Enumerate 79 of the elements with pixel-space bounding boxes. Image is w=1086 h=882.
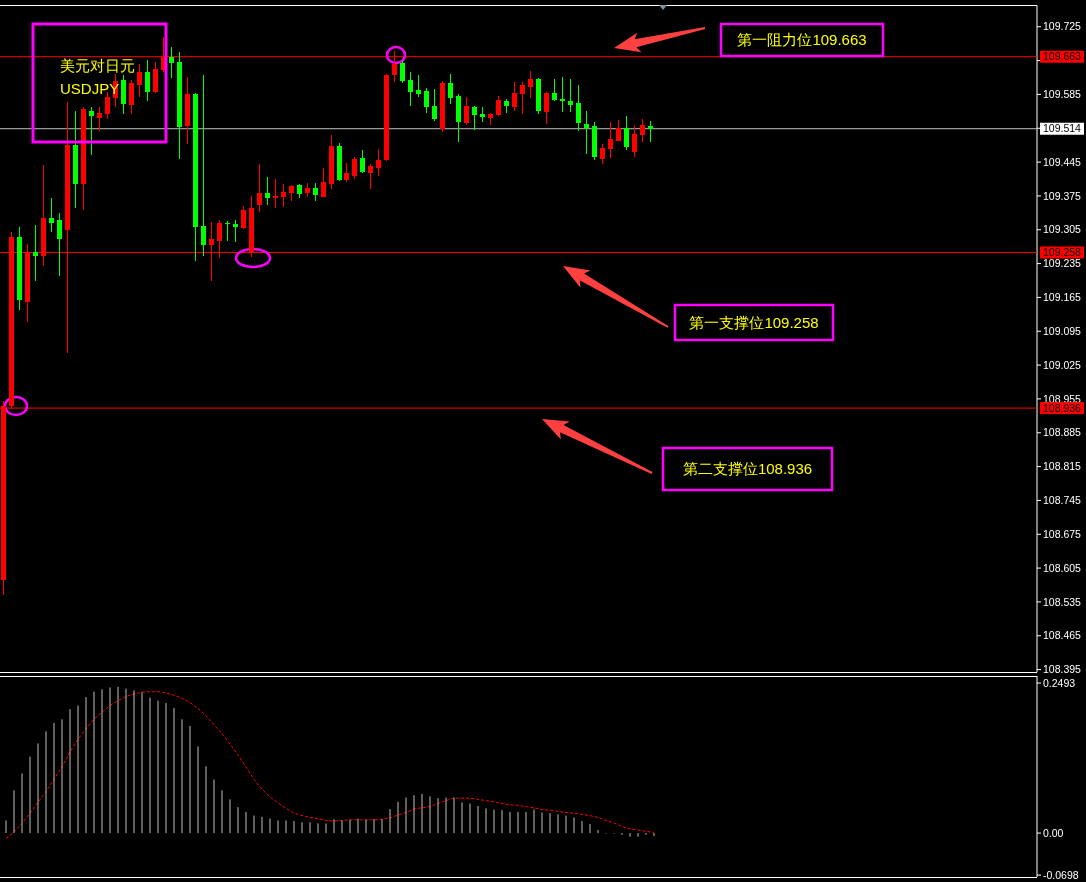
candlestick <box>344 162 350 183</box>
candlestick <box>352 156 358 180</box>
candlestick <box>129 79 135 115</box>
candlestick <box>512 81 518 112</box>
candlestick <box>264 176 270 206</box>
candlestick <box>472 105 478 131</box>
candlestick <box>448 73 454 105</box>
candlestick <box>153 61 159 94</box>
candlestick <box>57 212 63 277</box>
candlestick <box>312 182 318 202</box>
y-tick-label: 109.025 <box>1043 358 1082 371</box>
ref-line-label: 109.514 <box>1043 122 1082 135</box>
candlestick <box>432 88 438 122</box>
y-tick-label: 108.745 <box>1043 494 1082 507</box>
candlestick <box>543 91 549 125</box>
y-tick-label: 109.165 <box>1043 291 1082 304</box>
candlestick <box>240 205 246 230</box>
candlestick <box>368 163 374 190</box>
candlestick <box>575 84 581 132</box>
y-tick-label: 0.2493 <box>1043 676 1076 689</box>
y-tick-label: -0.0698 <box>1043 868 1079 881</box>
y-tick-label: 109.375 <box>1043 189 1082 202</box>
candlestick <box>551 78 557 102</box>
candlestick <box>376 148 382 177</box>
y-tick-label: 109.445 <box>1043 155 1082 168</box>
text: 美元对日元 <box>60 57 135 74</box>
candlestick <box>567 78 573 113</box>
y-tick-label: 108.465 <box>1043 629 1082 642</box>
y-tick-label: 108.605 <box>1043 561 1082 574</box>
ref-line-label: 109.663 <box>1043 50 1082 63</box>
annotation: 第一支撑位109.258 <box>689 313 819 331</box>
candlestick <box>304 182 310 198</box>
candlestick <box>496 95 502 117</box>
candlestick <box>145 59 151 102</box>
ref-line-label: 109.258 <box>1043 246 1082 259</box>
candlestick <box>607 121 613 159</box>
candlestick <box>256 163 262 213</box>
candlestick <box>280 183 286 208</box>
y-tick-label: 108.395 <box>1043 663 1082 676</box>
candlestick <box>360 149 366 174</box>
candlestick <box>424 87 430 114</box>
candlestick <box>272 178 278 209</box>
candlestick <box>408 71 414 107</box>
y-tick-label: 0.00 <box>1043 826 1064 839</box>
y-tick-label: 109.585 <box>1043 88 1082 101</box>
candlestick <box>559 76 565 113</box>
candlestick <box>97 106 103 132</box>
candlestick <box>615 119 621 142</box>
candlestick <box>137 63 143 98</box>
candlestick <box>639 118 645 143</box>
candlestick <box>400 60 406 84</box>
ref-line-label: 108.936 <box>1043 401 1082 414</box>
candlestick <box>416 74 422 98</box>
candlestick <box>583 110 589 155</box>
y-tick-label: 109.235 <box>1043 257 1082 270</box>
y-tick-label: 108.815 <box>1043 460 1082 473</box>
line-series <box>5 691 655 839</box>
candlestick <box>224 220 230 242</box>
candlestick <box>232 219 238 243</box>
candlestick <box>623 115 629 151</box>
annotation: 第一阻力位109.663 <box>737 31 867 49</box>
y-tick-label: 109.095 <box>1043 324 1082 337</box>
candlestick <box>519 81 525 115</box>
y-tick-label: 108.885 <box>1043 426 1082 439</box>
y-tick-label: 108.535 <box>1043 595 1082 608</box>
candlestick <box>320 167 326 198</box>
candlestick <box>200 74 206 257</box>
candlestick <box>464 96 470 126</box>
y-tick-label: 109.305 <box>1043 223 1082 236</box>
candlestick <box>599 143 605 165</box>
y-tick-label: 109.725 <box>1043 20 1082 33</box>
candlestick <box>89 106 95 156</box>
y-tick-label: 108.675 <box>1043 527 1082 540</box>
candlestick <box>527 70 533 99</box>
candlestick <box>169 46 174 78</box>
candlestick <box>647 120 653 143</box>
candlestick <box>631 124 637 158</box>
candlestick <box>49 197 55 233</box>
annotation: 第二支撑位108.936 <box>682 460 813 478</box>
